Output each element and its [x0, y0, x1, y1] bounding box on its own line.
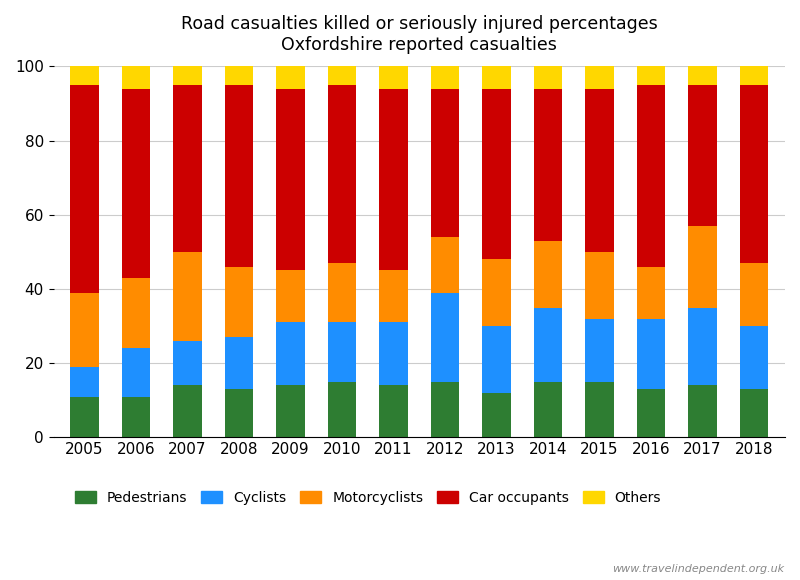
Bar [70, 397, 98, 437]
Bar [328, 85, 356, 263]
Bar [482, 89, 510, 259]
Bar [276, 322, 305, 386]
Bar [379, 386, 408, 437]
Bar [431, 293, 459, 382]
Bar [431, 89, 459, 237]
Bar [482, 326, 510, 393]
Bar [689, 67, 717, 85]
Bar [225, 267, 253, 337]
Bar [379, 270, 408, 322]
Bar [637, 85, 666, 267]
Bar [122, 89, 150, 278]
Bar [122, 397, 150, 437]
Bar [637, 267, 666, 319]
Bar [740, 263, 768, 326]
Bar [122, 349, 150, 397]
Bar [70, 367, 98, 397]
Bar [328, 67, 356, 85]
Bar [431, 67, 459, 89]
Bar [482, 67, 510, 89]
Bar [225, 337, 253, 389]
Title: Road casualties killed or seriously injured percentages
Oxfordshire reported cas: Road casualties killed or seriously inju… [181, 15, 658, 54]
Bar [174, 85, 202, 252]
Bar [740, 326, 768, 389]
Bar [122, 67, 150, 89]
Text: www.travelindependent.org.uk: www.travelindependent.org.uk [612, 564, 784, 574]
Bar [225, 389, 253, 437]
Bar [379, 67, 408, 89]
Bar [534, 67, 562, 89]
Bar [689, 226, 717, 307]
Bar [534, 382, 562, 437]
Bar [586, 382, 614, 437]
Bar [225, 85, 253, 267]
Bar [586, 67, 614, 89]
Legend: Pedestrians, Cyclists, Motorcyclists, Car occupants, Others: Pedestrians, Cyclists, Motorcyclists, Ca… [70, 485, 666, 510]
Bar [174, 386, 202, 437]
Bar [534, 307, 562, 382]
Bar [689, 85, 717, 226]
Bar [70, 85, 98, 293]
Bar [586, 252, 614, 319]
Bar [328, 382, 356, 437]
Bar [328, 263, 356, 322]
Bar [276, 67, 305, 89]
Bar [276, 89, 305, 270]
Bar [637, 389, 666, 437]
Bar [740, 389, 768, 437]
Bar [276, 270, 305, 322]
Bar [482, 259, 510, 326]
Bar [379, 89, 408, 270]
Bar [174, 341, 202, 386]
Bar [586, 89, 614, 252]
Bar [174, 252, 202, 341]
Bar [534, 89, 562, 241]
Bar [637, 67, 666, 85]
Bar [689, 307, 717, 386]
Bar [276, 386, 305, 437]
Bar [740, 67, 768, 85]
Bar [70, 67, 98, 85]
Bar [431, 237, 459, 293]
Bar [586, 319, 614, 382]
Bar [689, 386, 717, 437]
Bar [482, 393, 510, 437]
Bar [70, 293, 98, 367]
Bar [328, 322, 356, 382]
Bar [174, 67, 202, 85]
Bar [431, 382, 459, 437]
Bar [534, 241, 562, 307]
Bar [225, 67, 253, 85]
Bar [122, 278, 150, 349]
Bar [637, 319, 666, 389]
Bar [740, 85, 768, 263]
Bar [379, 322, 408, 386]
